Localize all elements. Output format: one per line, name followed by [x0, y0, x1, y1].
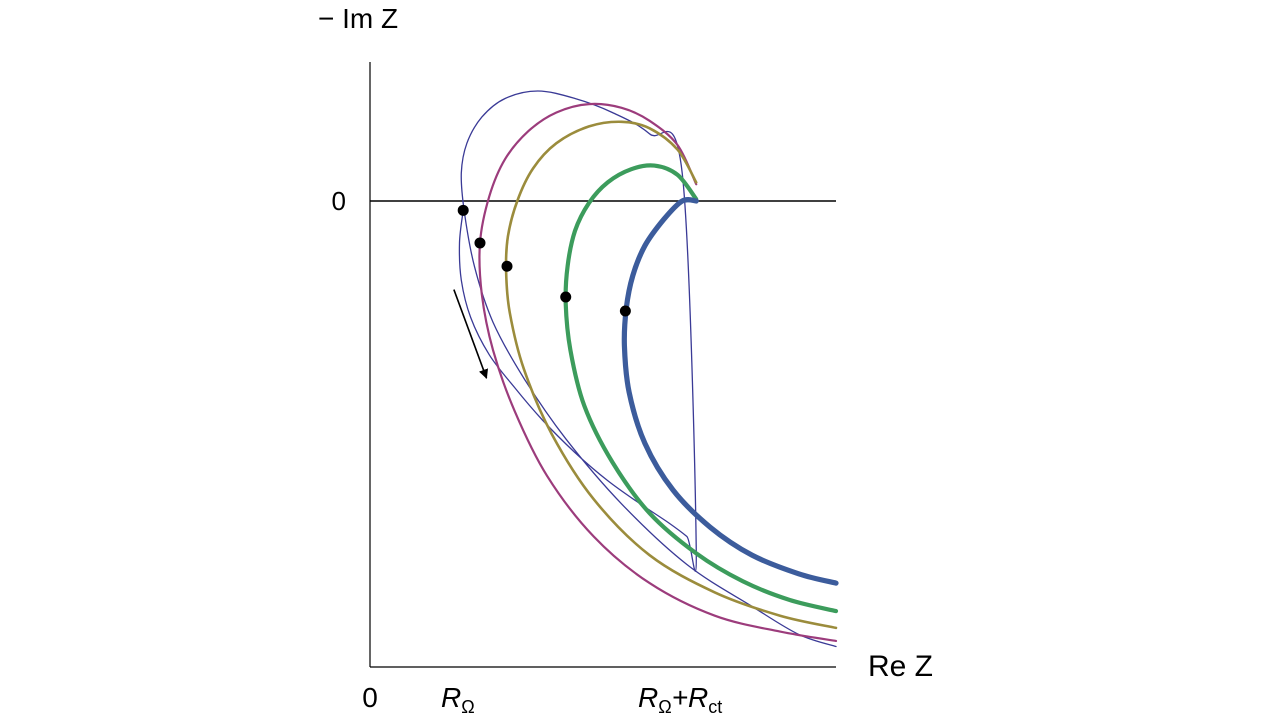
x-tick-label-r-omega: RΩ: [441, 682, 475, 717]
data-point-4: [560, 291, 572, 303]
y-axis-title: − Im Z: [318, 3, 398, 34]
x-tick-r-main: R: [441, 682, 461, 713]
frequency-direction-arrow: [453, 289, 489, 379]
x-tick-labels: 0 RΩ RΩ+Rct: [362, 682, 722, 717]
x-tick-r-sub: Ω: [461, 697, 474, 717]
plot-area: [369, 62, 839, 668]
x-tick-label-0: 0: [362, 682, 378, 713]
x-tick-sum-main: R: [638, 682, 658, 713]
marker-layer: [457, 204, 631, 317]
data-point-3: [501, 260, 513, 272]
x-axis-title: Re Z: [868, 650, 933, 683]
x-tick-sum-sub: Ω: [658, 697, 671, 717]
x-tick-sum-sub2: ct: [708, 697, 722, 717]
data-point-1: [457, 204, 469, 216]
data-point-2: [474, 237, 486, 249]
y-tick-label-0: 0: [332, 186, 346, 216]
x-tick-label-r-sum: RΩ+Rct: [638, 682, 722, 717]
series-layer: [458, 90, 839, 648]
x-tick-sum-plus: +R: [672, 682, 709, 713]
series-line-1: [458, 90, 837, 648]
series-line-5: [621, 197, 839, 586]
series-line-4: [563, 163, 839, 614]
series-line-2: [478, 102, 838, 642]
data-point-5: [619, 305, 631, 317]
